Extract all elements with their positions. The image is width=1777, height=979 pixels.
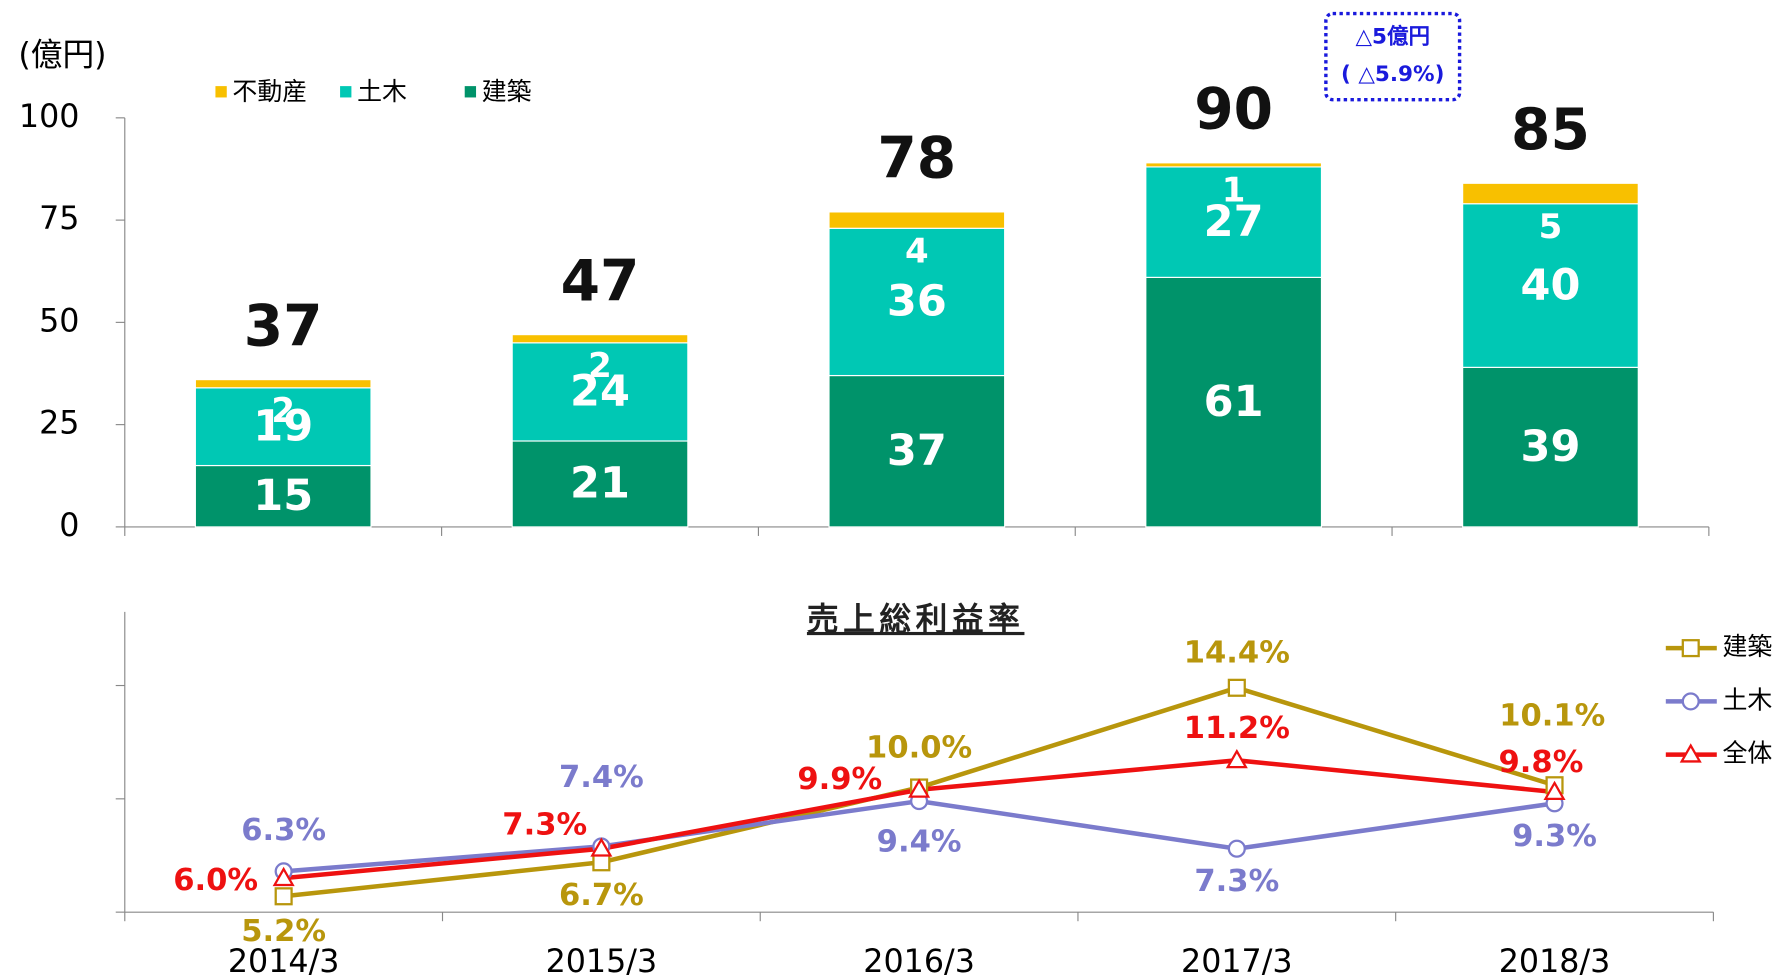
x-tick-label: 2015/3	[546, 944, 658, 979]
bar-segment	[828, 211, 1006, 229]
legend-swatch	[464, 86, 477, 98]
total-label: 47	[561, 248, 640, 314]
bar-segment	[1462, 366, 1639, 528]
marker	[1681, 692, 1700, 711]
marker	[1227, 839, 1246, 858]
total-label: 85	[1511, 97, 1590, 163]
data-label: 6.3%	[241, 813, 326, 848]
data-label: 10.1%	[1499, 699, 1605, 734]
data-label: 15	[253, 471, 313, 521]
marker	[908, 778, 931, 798]
x-tick-label: 2014/3	[228, 944, 340, 979]
bar-segment	[511, 342, 689, 442]
x-tick-label: 2016/3	[863, 944, 975, 979]
data-label: 2	[271, 391, 295, 431]
bar-segment	[511, 334, 689, 344]
bar-segment	[1462, 203, 1639, 368]
marker	[274, 887, 293, 906]
data-label: 19	[253, 401, 313, 451]
data-label: 39	[1521, 422, 1581, 472]
marker	[592, 853, 611, 872]
y-tick-label: 25	[39, 406, 79, 442]
legend-label: 建築	[482, 77, 532, 106]
legend-label: 建築	[1722, 632, 1772, 661]
legend-label: 全体	[1722, 739, 1772, 768]
marker	[590, 837, 613, 857]
data-label: 24	[570, 367, 630, 417]
bar-segment	[1145, 162, 1323, 168]
bar-segment	[511, 440, 689, 528]
marker	[1225, 748, 1248, 769]
annotation: △5億円	[1355, 23, 1430, 49]
marker	[1227, 678, 1246, 697]
data-label: 9.8%	[1499, 745, 1584, 780]
marker	[1679, 743, 1702, 763]
marker	[1681, 639, 1700, 658]
bar-segment	[828, 374, 1006, 528]
legend-swatch	[340, 86, 352, 98]
line	[283, 758, 1555, 881]
data-label: 40	[1521, 260, 1581, 310]
x-tick-label: 2018/3	[1499, 944, 1611, 979]
data-label: 7.4%	[559, 760, 644, 795]
data-label: 10.0%	[866, 730, 972, 765]
bar-segment	[194, 379, 372, 389]
data-label: 37	[887, 426, 947, 476]
y-tick-label: 0	[59, 508, 79, 544]
data-label: 7.3%	[1194, 864, 1279, 899]
total-label: 78	[877, 126, 956, 192]
data-label: 27	[1204, 197, 1264, 247]
y-tick-label: 50	[39, 303, 79, 339]
data-label: 61	[1204, 377, 1264, 427]
bar-segment	[1145, 276, 1323, 528]
legend-swatch	[215, 86, 227, 98]
data-label: 6.0%	[173, 863, 258, 898]
data-label: 9.4%	[877, 825, 962, 860]
bar-segment	[1462, 182, 1639, 205]
legend-label: 土木	[357, 77, 407, 106]
annotation-box	[1324, 11, 1462, 102]
marker	[1543, 780, 1566, 800]
y-tick-label: 75	[39, 201, 79, 237]
total-label: 90	[1194, 77, 1273, 143]
data-label: 14.4%	[1184, 635, 1290, 670]
bar-segment	[1145, 166, 1323, 278]
chart-title: 売上総利益率	[807, 602, 1025, 638]
data-label: 7.3%	[502, 808, 587, 843]
data-label: 9.3%	[1512, 819, 1597, 854]
annotation: ( △5.9%)	[1341, 62, 1444, 87]
data-label: 36	[887, 277, 947, 327]
data-label: 5.2%	[241, 914, 326, 949]
data-label: 6.7%	[559, 878, 644, 913]
data-label: 2	[588, 346, 612, 386]
data-label: 1	[1222, 170, 1246, 210]
y-tick-label: 100	[19, 99, 80, 135]
x-tick-label: 2017/3	[1181, 944, 1293, 979]
bar-segment	[828, 227, 1006, 377]
data-label: 4	[905, 232, 929, 272]
data-label: 5	[1539, 207, 1563, 247]
data-label: 21	[570, 459, 630, 509]
marker	[272, 866, 295, 887]
total-label: 37	[244, 293, 323, 359]
y-axis-label: (億円)	[18, 38, 106, 74]
legend-label: 不動産	[232, 77, 307, 106]
legend-label: 土木	[1722, 685, 1772, 714]
data-label: 11.2%	[1184, 711, 1290, 746]
data-label: 9.9%	[797, 762, 882, 797]
